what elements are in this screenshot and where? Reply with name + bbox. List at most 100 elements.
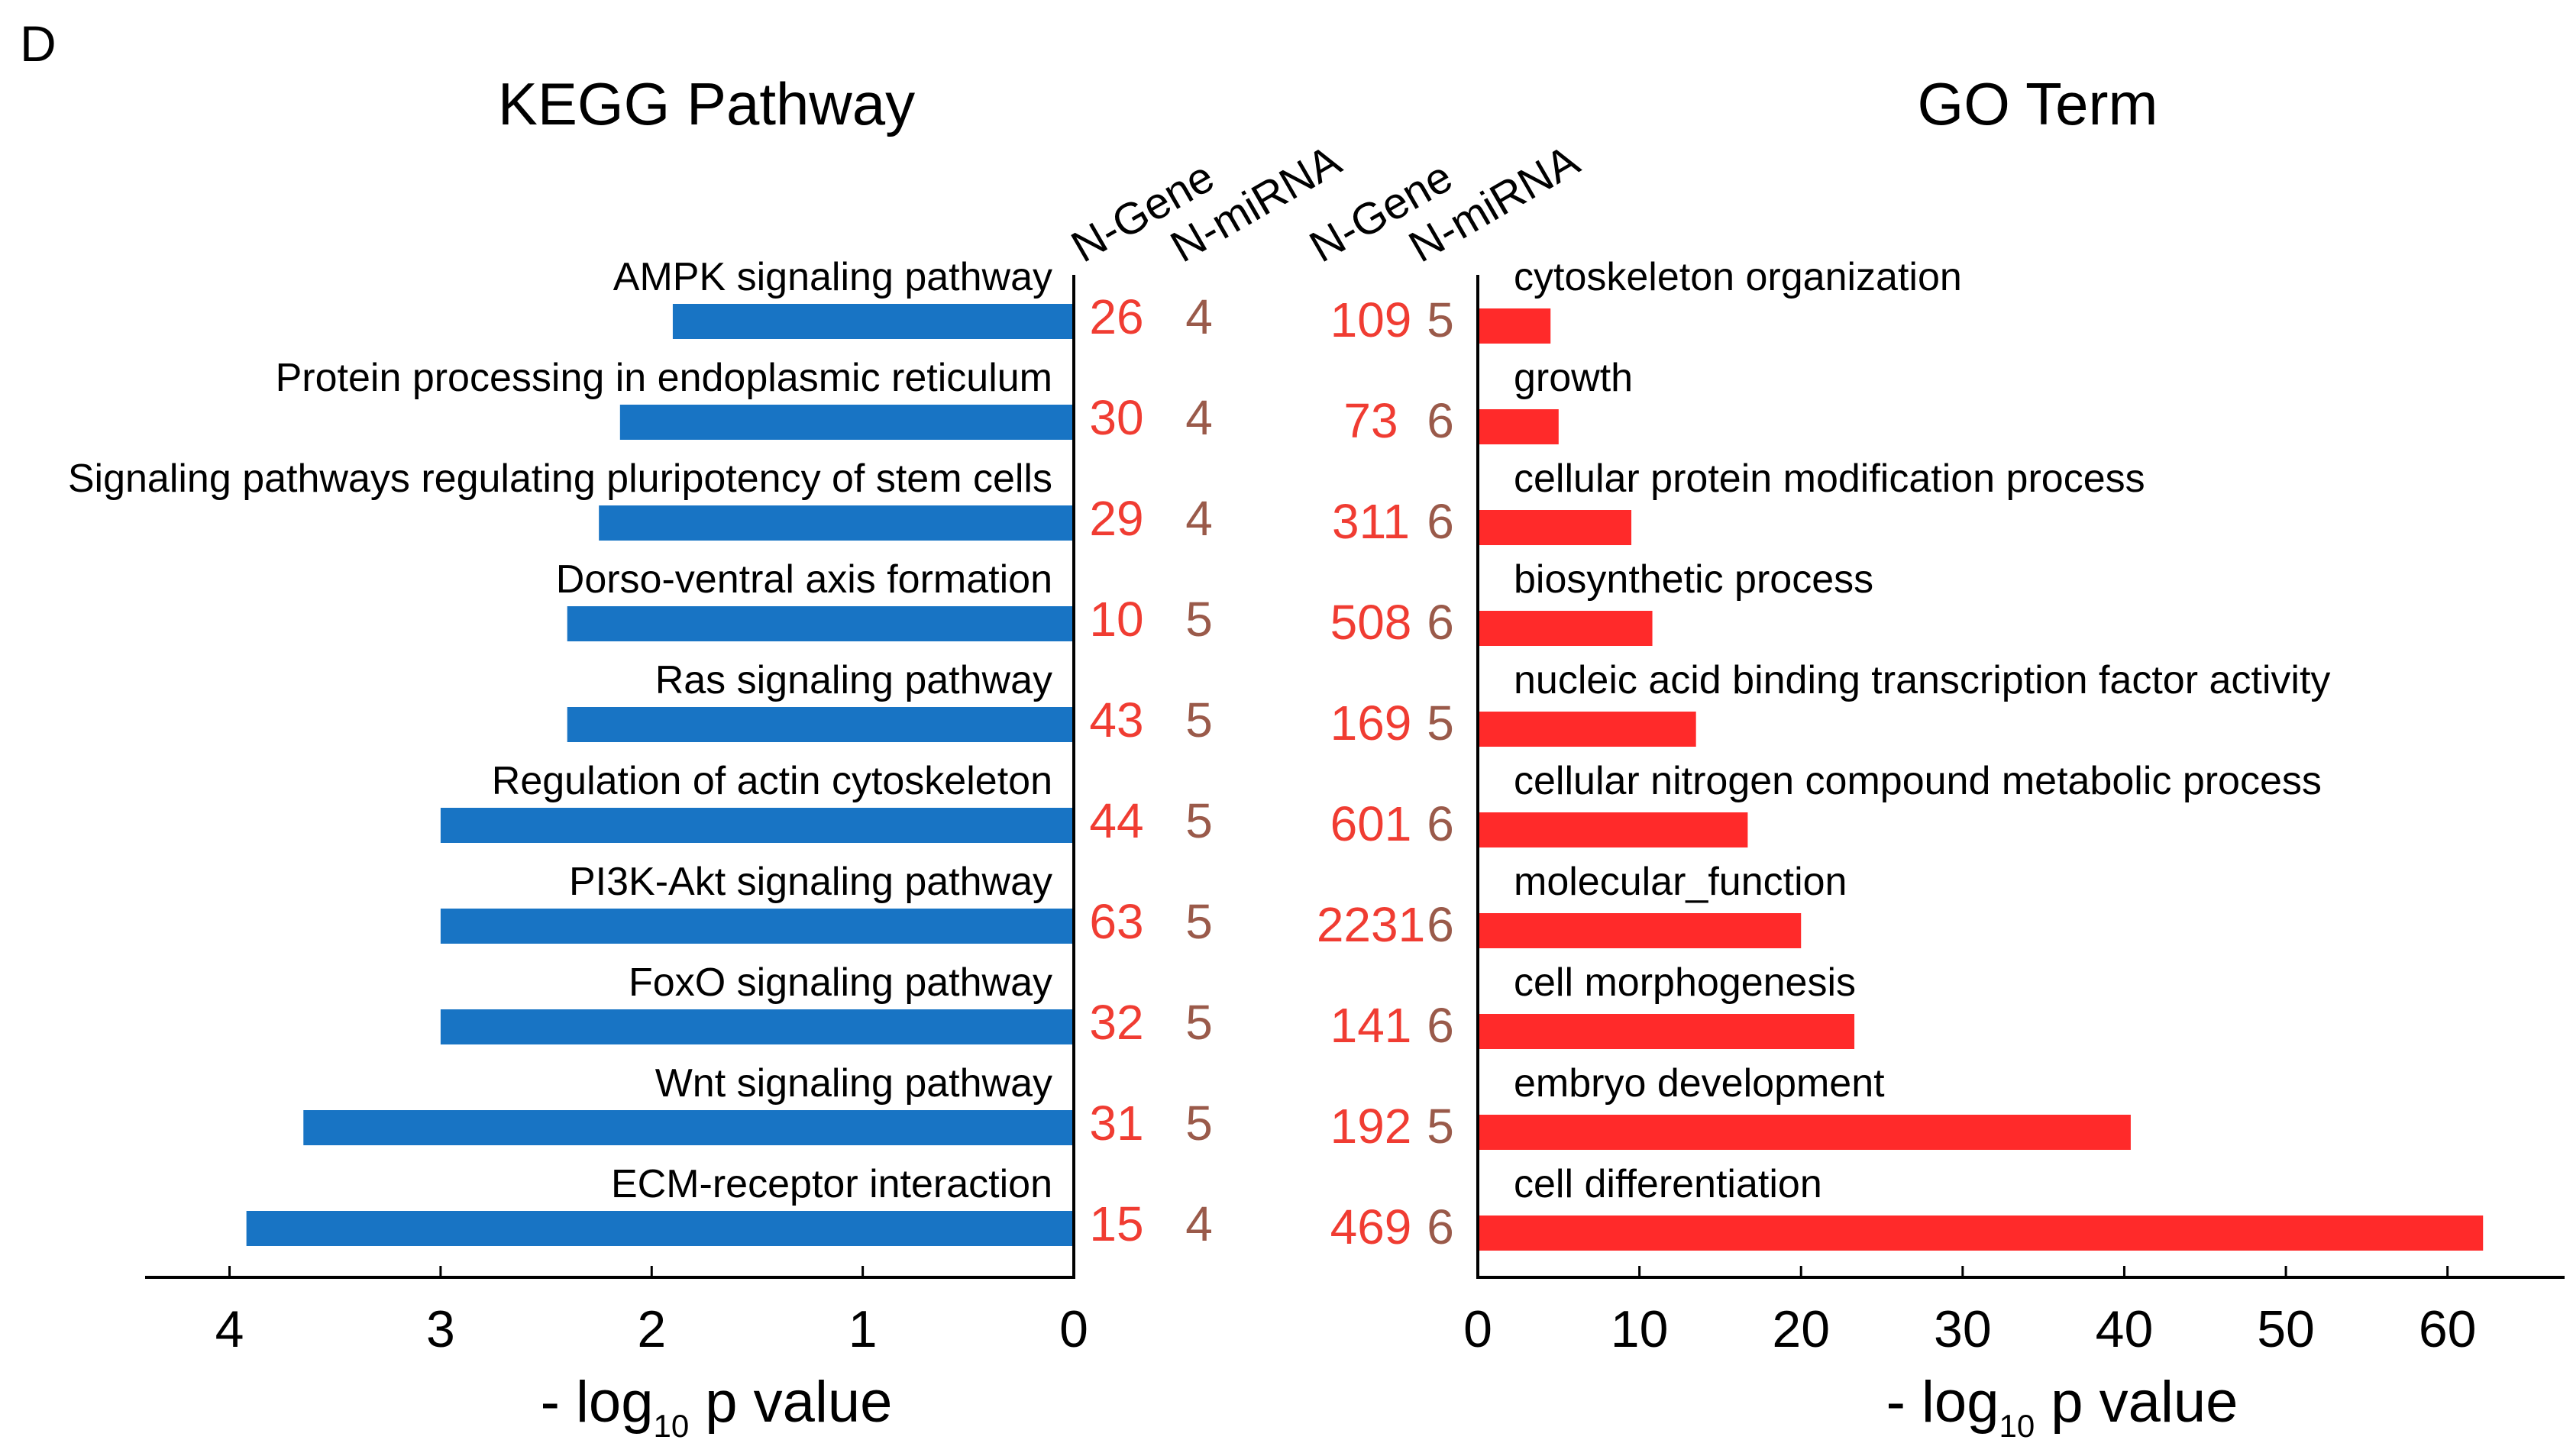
go-n-mirna-value: 6 bbox=[1427, 796, 1454, 851]
go-x-tick-label: 20 bbox=[1772, 1300, 1830, 1358]
kegg-bar bbox=[672, 304, 1074, 339]
go-bar bbox=[1478, 1014, 1855, 1049]
kegg-title: KEGG Pathway bbox=[498, 70, 915, 137]
kegg-category-label: AMPK signaling pathway bbox=[613, 255, 1052, 299]
go-n-gene-value: 601 bbox=[1330, 796, 1412, 851]
kegg-x-tick-label: 4 bbox=[215, 1300, 244, 1358]
go-term-chart: GO Term N-Gene N-miRNA cytoskeleton orga… bbox=[1301, 70, 2565, 1444]
kegg-n-gene-value: 44 bbox=[1089, 793, 1143, 848]
kegg-n-gene-value: 43 bbox=[1089, 692, 1143, 747]
go-n-gene-value: 73 bbox=[1343, 393, 1398, 448]
kegg-n-gene-value: 29 bbox=[1089, 491, 1143, 546]
go-n-mirna-value: 5 bbox=[1427, 696, 1454, 751]
go-n-mirna-value: 6 bbox=[1427, 595, 1454, 650]
go-category-label: embryo development bbox=[1514, 1061, 1885, 1106]
go-n-mirna-value: 6 bbox=[1427, 494, 1454, 549]
go-n-gene-value: 311 bbox=[1332, 494, 1410, 549]
go-bar bbox=[1478, 812, 1748, 847]
kegg-n-mirna-value: 5 bbox=[1185, 1096, 1213, 1151]
go-category-label: cell morphogenesis bbox=[1514, 960, 1856, 1005]
go-x-tick-label: 60 bbox=[2419, 1300, 2477, 1358]
kegg-bar bbox=[440, 808, 1074, 843]
kegg-n-mirna-value: 4 bbox=[1185, 390, 1213, 445]
kegg-category-label: ECM-receptor interaction bbox=[611, 1162, 1052, 1206]
kegg-n-gene-value: 15 bbox=[1089, 1196, 1143, 1251]
kegg-n-mirna-value: 5 bbox=[1185, 995, 1213, 1050]
go-bar bbox=[1478, 1215, 2484, 1251]
kegg-category-label: Regulation of actin cytoskeleton bbox=[492, 759, 1052, 803]
go-n-gene-value: 109 bbox=[1330, 292, 1412, 347]
go-bar bbox=[1478, 913, 1802, 948]
go-n-gene-value: 508 bbox=[1330, 595, 1412, 650]
go-n-gene-value: 141 bbox=[1330, 998, 1412, 1053]
go-bar bbox=[1478, 308, 1551, 344]
go-category-label: nucleic acid binding transcription facto… bbox=[1514, 658, 2330, 702]
kegg-n-gene-value: 30 bbox=[1089, 390, 1143, 445]
go-x-tick-label: 0 bbox=[1463, 1300, 1492, 1358]
go-category-label: cellular protein modification process bbox=[1514, 457, 2145, 501]
kegg-x-tick-label: 0 bbox=[1059, 1300, 1088, 1358]
kegg-bar bbox=[567, 707, 1074, 742]
kegg-category-label: Wnt signaling pathway bbox=[655, 1061, 1052, 1106]
go-n-mirna-value: 5 bbox=[1427, 1099, 1454, 1154]
kegg-n-gene-value: 10 bbox=[1089, 592, 1143, 647]
kegg-n-mirna-value: 4 bbox=[1185, 289, 1213, 344]
go-x-tick-label: 50 bbox=[2257, 1300, 2315, 1358]
kegg-bar bbox=[246, 1211, 1074, 1246]
kegg-n-gene-value: 32 bbox=[1089, 995, 1143, 1050]
kegg-x-tick-label: 1 bbox=[849, 1300, 878, 1358]
go-x-tick-label: 10 bbox=[1611, 1300, 1669, 1358]
go-category-label: cell differentiation bbox=[1514, 1162, 1822, 1206]
go-title: GO Term bbox=[1918, 70, 2158, 137]
kegg-n-mirna-value: 5 bbox=[1185, 592, 1213, 647]
kegg-bar bbox=[599, 505, 1074, 541]
go-x-tick-label: 40 bbox=[2096, 1300, 2154, 1358]
go-n-gene-value: 192 bbox=[1330, 1099, 1412, 1154]
kegg-n-mirna-value: 4 bbox=[1185, 491, 1213, 546]
go-category-label: cytoskeleton organization bbox=[1514, 255, 1962, 299]
go-bar bbox=[1478, 409, 1559, 444]
kegg-n-gene-value: 63 bbox=[1089, 894, 1143, 949]
go-bar bbox=[1478, 1115, 2131, 1150]
kegg-category-label: FoxO signaling pathway bbox=[629, 960, 1052, 1005]
kegg-x-tick-label: 3 bbox=[426, 1300, 455, 1358]
go-bar bbox=[1478, 611, 1653, 646]
kegg-n-mirna-value: 4 bbox=[1185, 1196, 1213, 1251]
kegg-bar bbox=[567, 606, 1074, 641]
go-category-label: growth bbox=[1514, 356, 1633, 400]
kegg-n-gene-value: 31 bbox=[1089, 1096, 1143, 1151]
kegg-category-label: PI3K-Akt signaling pathway bbox=[569, 860, 1052, 904]
kegg-n-mirna-value: 5 bbox=[1185, 894, 1213, 949]
go-bar bbox=[1478, 712, 1696, 747]
kegg-bar bbox=[440, 909, 1074, 944]
go-category-label: biosynthetic process bbox=[1514, 557, 1873, 602]
go-x-tick-label: 30 bbox=[1934, 1300, 1992, 1358]
go-n-mirna-value: 5 bbox=[1427, 292, 1454, 347]
go-category-label: cellular nitrogen compound metabolic pro… bbox=[1514, 759, 2322, 803]
kegg-category-label: Signaling pathways regulating pluripoten… bbox=[68, 457, 1052, 501]
go-n-mirna-value: 6 bbox=[1427, 1199, 1454, 1254]
kegg-pathway-chart: KEGG Pathway N-Gene N-miRNA AMPK signali… bbox=[68, 70, 1350, 1444]
kegg-n-mirna-value: 5 bbox=[1185, 692, 1213, 747]
kegg-x-axis-label: - log10 p value bbox=[541, 1370, 893, 1444]
kegg-bar bbox=[440, 1009, 1074, 1044]
kegg-category-label: Protein processing in endoplasmic reticu… bbox=[276, 356, 1052, 400]
go-n-mirna-value: 6 bbox=[1427, 998, 1454, 1053]
go-n-gene-value: 169 bbox=[1330, 696, 1412, 751]
go-x-axis-label: - log10 p value bbox=[1886, 1370, 2238, 1444]
kegg-bar bbox=[619, 405, 1074, 440]
kegg-category-label: Ras signaling pathway bbox=[655, 658, 1052, 702]
go-n-gene-value: 2231 bbox=[1317, 897, 1425, 952]
kegg-n-gene-value: 26 bbox=[1089, 289, 1143, 344]
go-bar bbox=[1478, 510, 1632, 545]
panel-label: D bbox=[20, 15, 57, 72]
kegg-n-mirna-value: 5 bbox=[1185, 793, 1213, 848]
kegg-x-tick-label: 2 bbox=[637, 1300, 666, 1358]
kegg-category-label: Dorso-ventral axis formation bbox=[556, 557, 1052, 602]
go-n-mirna-value: 6 bbox=[1427, 393, 1454, 448]
go-category-label: molecular_function bbox=[1514, 860, 1847, 904]
go-n-mirna-value: 6 bbox=[1427, 897, 1454, 952]
go-n-gene-value: 469 bbox=[1330, 1199, 1412, 1254]
kegg-bar bbox=[303, 1110, 1075, 1145]
